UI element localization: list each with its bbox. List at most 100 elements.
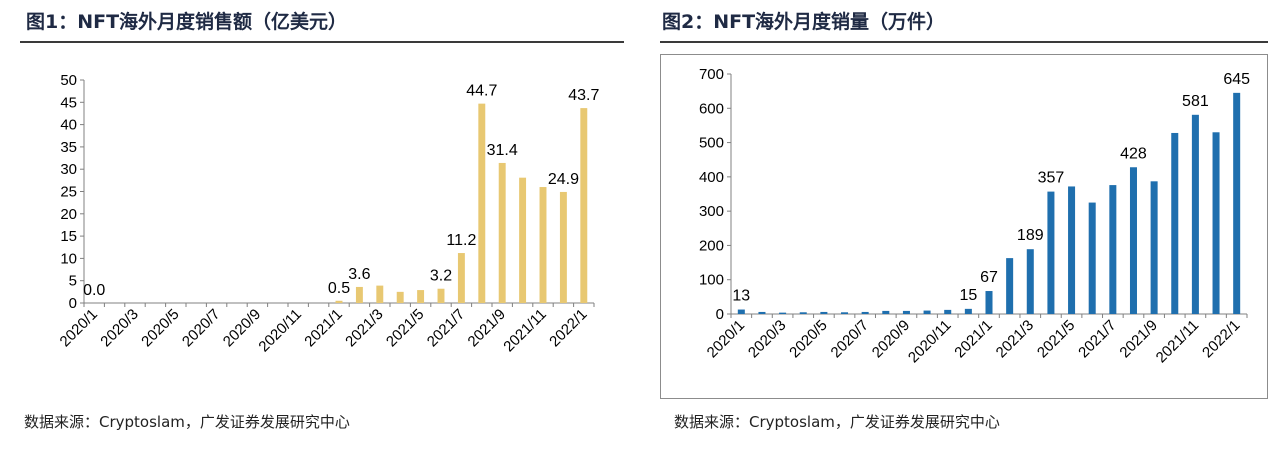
bar — [1006, 258, 1014, 314]
x-tick-label: 2021/11 — [500, 306, 550, 356]
bar — [985, 291, 993, 314]
y-tick-label: 25 — [60, 184, 77, 201]
y-tick-label: 600 — [699, 100, 724, 117]
bar — [944, 309, 952, 314]
x-tick-label: 2020/7 — [828, 317, 872, 361]
bar — [1150, 181, 1158, 314]
y-tick-label: 15 — [60, 228, 77, 245]
y-tick-label: 45 — [60, 94, 77, 111]
data-label: 645 — [1223, 71, 1250, 88]
bar — [882, 310, 890, 314]
bar — [758, 311, 766, 314]
bar — [335, 300, 343, 303]
x-tick-label: 2020/3 — [745, 317, 789, 361]
x-tick-label: 2020/11 — [905, 317, 955, 367]
data-label: 15 — [959, 287, 977, 304]
bar — [437, 288, 445, 303]
y-tick-label: 200 — [699, 237, 724, 254]
y-tick-label: 50 — [60, 72, 77, 89]
bar — [1088, 202, 1096, 314]
bar — [559, 191, 567, 303]
bar — [1171, 132, 1179, 314]
y-tick-label: 300 — [699, 203, 724, 220]
x-tick-label: 2020/5 — [138, 306, 182, 350]
y-tick-label: 100 — [699, 272, 724, 289]
bar — [457, 253, 465, 303]
data-label: 189 — [1017, 227, 1044, 244]
y-tick-label: 10 — [60, 250, 77, 267]
x-tick-label: 2020/1 — [57, 306, 101, 350]
bar — [902, 310, 910, 314]
data-label: 13 — [732, 288, 750, 305]
data-label: 581 — [1182, 93, 1209, 110]
x-tick-label: 2021/1 — [301, 306, 345, 350]
x-tick-label: 2022/1 — [546, 306, 590, 350]
x-tick-label: 2020/5 — [786, 317, 830, 361]
data-label: 357 — [1038, 170, 1065, 187]
bar — [861, 311, 869, 314]
y-tick-label: 40 — [60, 117, 77, 134]
chart-panel-sales: 图1：NFT海外月度销售额（亿美元） 0 5 10 15 20 25 30 35 40 45 50 0… — [20, 11, 624, 431]
x-tick-label: 2021/3 — [993, 317, 1037, 361]
x-tick-label: 2021/5 — [1034, 317, 1078, 361]
x-tick-label: 2021/3 — [342, 306, 386, 350]
bar — [396, 291, 404, 303]
bar — [417, 290, 425, 303]
bar — [1212, 132, 1220, 314]
source-note: 数据来源：Cryptoslam，广发证券发展研究中心 — [674, 413, 1000, 431]
data-label: 31.4 — [487, 142, 518, 159]
chart-area: 0 100 200 300 400 500 600 700 13 15 67 189 357 428 581… — [660, 54, 1268, 399]
bar — [539, 187, 547, 303]
bar — [1233, 92, 1241, 314]
x-tick-label: 2020/1 — [704, 317, 748, 361]
y-tick-label: 400 — [699, 169, 724, 186]
y-tick-label: 35 — [60, 139, 77, 156]
y-tick-label: 0 — [69, 295, 77, 312]
data-label: 3.2 — [430, 268, 452, 285]
y-tick-label: 20 — [60, 206, 77, 223]
bar — [355, 286, 363, 303]
y-tick-label: 30 — [60, 161, 77, 178]
data-label: 44.7 — [466, 83, 497, 100]
bar — [1047, 191, 1055, 314]
title-rule — [20, 41, 624, 43]
x-tick-label: 2021/11 — [1153, 317, 1203, 367]
bar — [1109, 185, 1117, 314]
bar — [923, 310, 931, 314]
bar — [799, 312, 807, 314]
x-tick-label: 2021/7 — [1075, 317, 1119, 361]
bar — [1191, 114, 1199, 314]
bar — [376, 285, 384, 303]
data-label: 24.9 — [548, 171, 579, 188]
x-tick-label: 2021/7 — [424, 306, 468, 350]
bar — [841, 312, 849, 314]
data-label: 0.5 — [328, 280, 350, 297]
x-tick-label: 2020/11 — [255, 306, 305, 356]
data-label: 43.7 — [568, 87, 599, 104]
x-tick-label: 2020/3 — [97, 306, 141, 350]
bar — [820, 311, 828, 314]
bar — [1068, 186, 1076, 314]
source-note: 数据来源：Cryptoslam，广发证券发展研究中心 — [24, 413, 350, 431]
bar — [1026, 249, 1034, 314]
bar — [498, 162, 506, 303]
y-tick-label: 700 — [699, 66, 724, 83]
y-tick-label: 500 — [699, 135, 724, 152]
bar — [580, 108, 588, 304]
y-tick-label: 5 — [69, 273, 77, 290]
x-tick-label: 2022/1 — [1199, 317, 1243, 361]
data-label: 11.2 — [446, 232, 476, 249]
bar — [519, 177, 527, 303]
data-label: 67 — [980, 269, 998, 286]
sales-bar-chart: 0 5 10 15 20 25 30 35 40 45 50 0.0 0.53.6 3.2 11.2 44.7… — [57, 72, 600, 356]
bar — [779, 312, 787, 314]
title-rule — [660, 41, 1268, 43]
bar — [737, 309, 745, 314]
data-label: 0.0 — [83, 282, 105, 299]
x-tick-label: 2021/1 — [951, 317, 995, 361]
chart-panel-volume: 图2：NFT海外月度销量（万件） 0 100 200 300 400 500 600 700 1… — [642, 0, 1284, 469]
x-tick-label: 2021/5 — [383, 306, 427, 350]
y-tick-label: 0 — [716, 306, 724, 323]
data-label: 3.6 — [348, 266, 370, 283]
